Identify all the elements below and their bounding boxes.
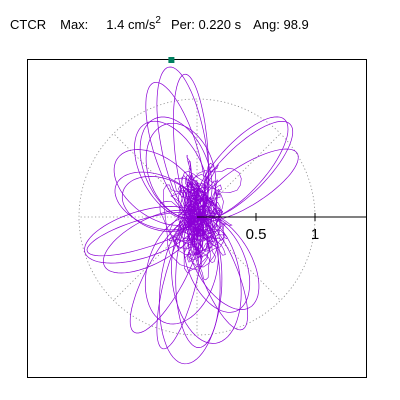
orbit-lobe xyxy=(173,73,209,218)
channel-label: CTCR xyxy=(10,17,47,32)
orbit-lobe xyxy=(193,121,294,221)
period-value: 0.220 s xyxy=(198,17,242,32)
orbit-lobe xyxy=(129,215,202,334)
orbit-lobe xyxy=(171,216,242,344)
orbit-lobe xyxy=(183,215,251,313)
orbit-lobe xyxy=(195,148,299,222)
grid-spoke xyxy=(196,133,281,218)
peak-marker xyxy=(168,57,175,63)
orbit-lobe xyxy=(114,171,199,231)
max-label: Max: xyxy=(60,17,89,32)
orbit-lobe xyxy=(156,216,204,350)
orbit-lobe xyxy=(102,209,199,274)
max-value: 1.4 cm/s xyxy=(106,17,156,32)
plot-frame xyxy=(27,59,367,378)
orbit-lobe xyxy=(158,216,223,365)
grid-spoke xyxy=(113,133,198,218)
radial-tick-label: 0.5 xyxy=(246,226,267,243)
orbit-lobe xyxy=(191,216,249,331)
grid-spoke xyxy=(196,216,281,301)
orbit-lobe xyxy=(134,120,209,220)
angle-value: 98.9 xyxy=(283,17,309,32)
orbit-lobe xyxy=(113,149,202,226)
orbit-lobe xyxy=(187,214,260,310)
orbit-lobe xyxy=(175,216,221,348)
period-label: Per: xyxy=(170,17,195,32)
orbit-lobe xyxy=(139,116,213,219)
max-unit-exponent: 2 xyxy=(155,15,161,26)
orbit-lobe xyxy=(145,122,217,219)
orbit-lobe xyxy=(84,206,198,264)
angle-label: Ang: xyxy=(253,17,280,32)
radial-tick-label: 1 xyxy=(311,226,319,243)
radial-axis: 0.5 1 xyxy=(197,213,366,243)
orbit-trace xyxy=(84,66,299,365)
orbit-lobe xyxy=(144,215,219,325)
grid-spoke xyxy=(113,216,198,301)
orbit-lobe xyxy=(193,116,289,220)
header-readout: CTCR Max: 1.4 cm/s2 Per: 0.220 s Ang: 98.9 xyxy=(10,15,309,33)
